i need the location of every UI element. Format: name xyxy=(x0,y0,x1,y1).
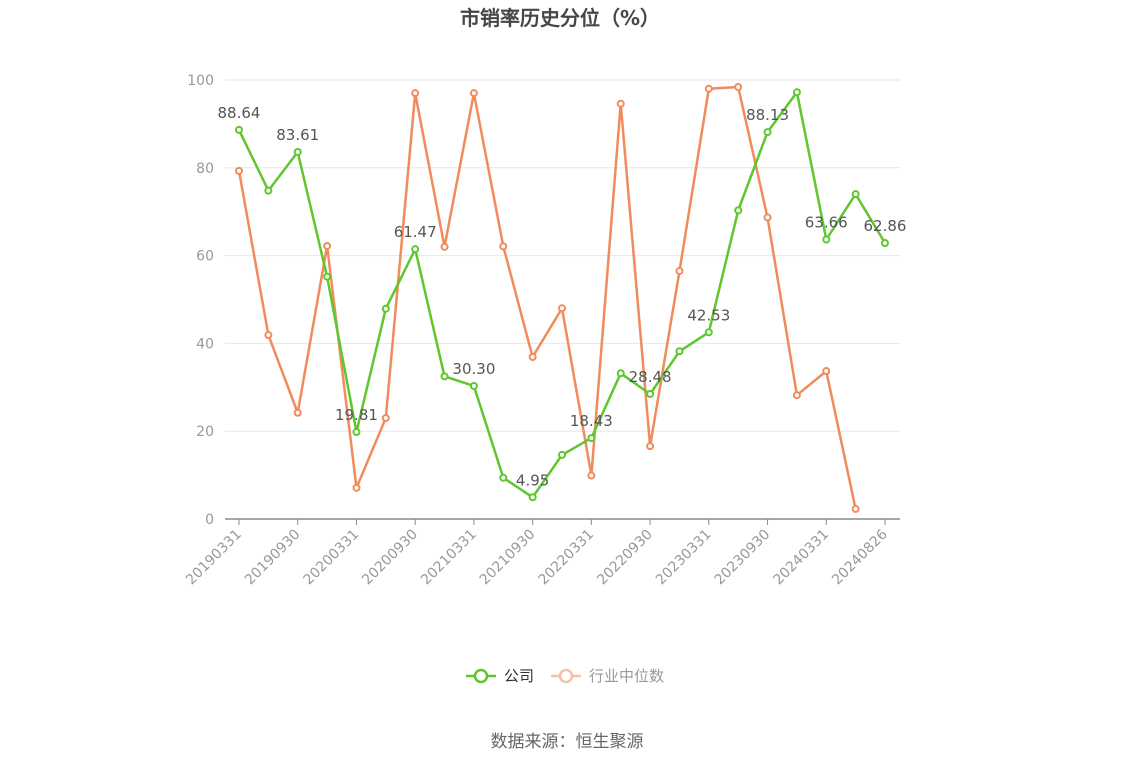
data-point[interactable] xyxy=(293,147,302,156)
series-layer xyxy=(235,83,889,513)
source-note: 数据来源：恒生聚源 xyxy=(491,732,644,752)
legend-marker xyxy=(558,668,574,684)
legend-marker xyxy=(473,668,489,684)
legend-item-1[interactable]: 行业中位数 xyxy=(551,667,664,685)
y-tick-label: 100 xyxy=(187,73,214,89)
data-point[interactable] xyxy=(675,266,684,275)
data-point[interactable] xyxy=(235,125,243,134)
data-point[interactable] xyxy=(616,369,625,378)
data-point[interactable] xyxy=(792,88,801,97)
series-line xyxy=(237,91,887,499)
data-point[interactable] xyxy=(822,235,831,244)
y-tick-label: 60 xyxy=(196,249,214,265)
data-point[interactable] xyxy=(440,372,449,381)
data-point[interactable] xyxy=(822,367,831,376)
data-point[interactable] xyxy=(587,471,596,480)
legend[interactable]: 公司 行业中位数 xyxy=(466,667,664,685)
legend-label: 公司 xyxy=(504,667,534,685)
data-label: 88.13 xyxy=(746,106,789,124)
data-point[interactable] xyxy=(851,190,860,199)
x-tick-label: 20220930 xyxy=(594,527,656,589)
data-point[interactable] xyxy=(381,304,390,313)
data-labels: 88.64 83.61 19.81 61.47 30.30 4.95 18.43 28.48 4… xyxy=(218,104,907,489)
data-point[interactable] xyxy=(587,434,596,443)
data-point[interactable] xyxy=(352,428,361,437)
data-point[interactable] xyxy=(675,347,684,356)
data-point[interactable] xyxy=(381,414,390,423)
data-point[interactable] xyxy=(323,272,332,281)
data-label: 88.64 xyxy=(218,104,261,122)
data-point[interactable] xyxy=(469,381,478,390)
x-tick-label: 20200331 xyxy=(301,527,363,589)
data-label: 28.48 xyxy=(629,368,672,386)
data-label: 62.86 xyxy=(864,217,907,235)
data-label: 19.81 xyxy=(335,406,378,424)
data-point[interactable] xyxy=(881,239,889,248)
data-point[interactable] xyxy=(352,483,361,492)
chart-title: 市销率历史分位（%） xyxy=(460,6,660,30)
y-tick-label: 80 xyxy=(196,161,214,177)
y-tick-label: 0 xyxy=(205,512,214,528)
data-point[interactable] xyxy=(411,89,420,98)
data-point[interactable] xyxy=(264,331,273,340)
data-point[interactable] xyxy=(499,473,508,482)
data-label: 63.66 xyxy=(805,214,848,232)
data-point[interactable] xyxy=(734,83,743,92)
legend-item-0[interactable]: 公司 xyxy=(466,667,534,685)
data-point[interactable] xyxy=(264,186,273,195)
series-1 xyxy=(235,83,860,513)
data-point[interactable] xyxy=(704,328,713,337)
data-point[interactable] xyxy=(528,353,537,362)
data-label: 61.47 xyxy=(394,223,437,241)
y-tick-label: 20 xyxy=(196,424,214,440)
data-point[interactable] xyxy=(763,128,772,137)
data-point[interactable] xyxy=(235,166,243,175)
data-point[interactable] xyxy=(792,391,801,400)
data-point[interactable] xyxy=(646,389,655,398)
data-label: 18.43 xyxy=(570,412,613,430)
legend-label: 行业中位数 xyxy=(589,667,664,685)
data-label: 83.61 xyxy=(276,126,319,144)
data-point[interactable] xyxy=(646,442,655,451)
x-tick-label: 20210930 xyxy=(477,527,539,589)
data-point[interactable] xyxy=(616,99,625,108)
x-tick-label: 20190331 xyxy=(183,527,245,589)
data-point[interactable] xyxy=(734,206,743,215)
data-point[interactable] xyxy=(293,408,302,417)
data-label: 4.95 xyxy=(516,471,549,489)
x-tick-label: 20190930 xyxy=(242,527,304,589)
x-tick-label: 20210331 xyxy=(418,527,480,589)
x-tick-label: 20240826 xyxy=(829,526,891,588)
data-point[interactable] xyxy=(440,242,449,251)
data-label: 30.30 xyxy=(452,360,495,378)
data-point[interactable] xyxy=(469,89,478,98)
data-point[interactable] xyxy=(558,304,566,313)
x-axis: 2019033120190930202003312020093020210331… xyxy=(183,518,900,589)
x-tick-label: 20230930 xyxy=(712,527,774,589)
x-tick-label: 20230331 xyxy=(653,527,715,589)
data-point[interactable] xyxy=(704,84,713,93)
data-point[interactable] xyxy=(411,245,420,254)
series-line xyxy=(237,85,857,510)
y-tick-label: 40 xyxy=(196,336,214,352)
x-tick-label: 20240331 xyxy=(770,527,832,589)
data-point[interactable] xyxy=(763,213,772,222)
x-tick-label: 20220331 xyxy=(535,527,597,589)
data-point[interactable] xyxy=(528,493,537,502)
data-point[interactable] xyxy=(323,241,332,250)
y-axis: 0 20 40 60 80 100 xyxy=(187,73,214,528)
data-point[interactable] xyxy=(499,242,508,251)
data-point[interactable] xyxy=(851,504,860,513)
series-0 xyxy=(235,88,889,502)
data-point[interactable] xyxy=(558,450,566,459)
data-label: 42.53 xyxy=(687,306,730,324)
x-tick-label: 20200930 xyxy=(359,527,421,589)
